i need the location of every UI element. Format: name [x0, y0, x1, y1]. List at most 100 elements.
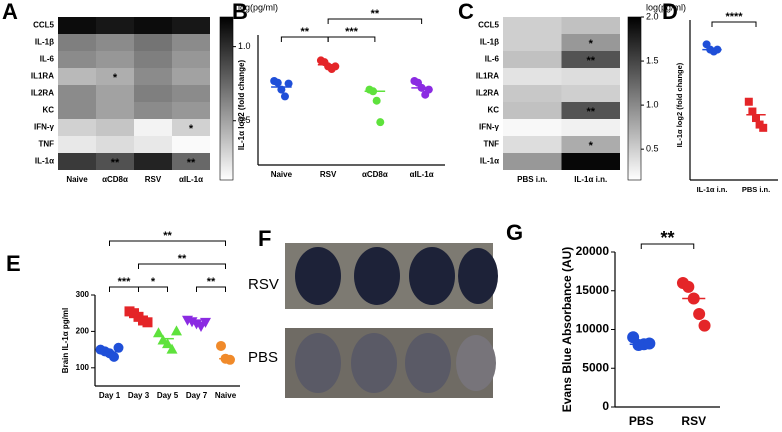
heat-cell — [134, 51, 172, 68]
panel-letter: A — [2, 0, 18, 24]
colorbar-tick-label: 1.0 — [238, 41, 251, 51]
row-label: IFN-γ — [479, 123, 500, 132]
heat-cell — [134, 153, 172, 170]
photo-label: RSV — [248, 276, 279, 293]
significance-bracket — [327, 36, 376, 42]
x-tick-label: Naive — [215, 391, 237, 400]
x-tick-label: IL-1α i.n. — [697, 185, 728, 194]
colorbar-tick-label: 2.0 — [646, 11, 659, 21]
data-point — [162, 338, 173, 349]
heat-cell — [561, 85, 620, 102]
rsv-brains — [295, 247, 498, 305]
heat-cell — [172, 153, 210, 170]
heat-cell — [58, 68, 96, 85]
colorbar-tick-label: 1.5 — [646, 55, 659, 65]
y-tick-label: 100 — [76, 363, 90, 372]
heat-cell — [96, 51, 134, 68]
heat-cell — [96, 34, 134, 51]
significance-label: ** — [207, 276, 216, 288]
significance-label: ** — [660, 228, 674, 248]
data-point — [273, 78, 282, 87]
x-tick-label: Day 1 — [99, 391, 121, 400]
data-point — [225, 354, 235, 365]
heat-cell — [561, 34, 620, 51]
heat-cell — [561, 119, 620, 136]
heat-cell — [134, 85, 172, 102]
heat-cell — [58, 153, 96, 170]
x-tick-label: αIL-1α — [410, 170, 434, 179]
heat-cell — [134, 34, 172, 51]
heat-cell — [172, 85, 210, 102]
significance-label: ** — [300, 26, 309, 38]
data-point — [142, 317, 153, 328]
heat-cell — [503, 34, 562, 51]
data-point — [109, 351, 119, 362]
row-label: TNF — [38, 140, 54, 149]
heat-cell — [503, 136, 562, 153]
heat-cell — [96, 85, 134, 102]
column-label: αIL-1α — [179, 175, 203, 184]
y-axis-label: IL-1α log2 (fold change) — [675, 62, 684, 147]
y-axis-label: Brain IL-1α pg/ml — [61, 308, 70, 373]
significance-label: ** — [178, 253, 187, 265]
data-point — [372, 96, 381, 105]
panel-letter: G — [506, 220, 523, 245]
heat-cell — [96, 153, 134, 170]
heat-cell — [96, 68, 134, 85]
data-point — [759, 123, 768, 132]
heat-cell — [561, 51, 620, 68]
significance-bracket — [640, 243, 695, 249]
data-point — [698, 319, 711, 332]
heat-cell — [172, 34, 210, 51]
heat-cell — [96, 119, 134, 136]
photo-label: PBS — [248, 349, 278, 366]
row-label: IL-1β — [35, 38, 54, 47]
heat-cell — [172, 102, 210, 119]
heat-cell — [58, 51, 96, 68]
data-point — [424, 85, 433, 94]
colorbar — [219, 16, 234, 181]
column-label: PBS i.n. — [517, 175, 547, 184]
significance: * — [589, 140, 594, 152]
data-point — [682, 280, 695, 293]
photo-panel: F RSV PBS — [248, 226, 498, 398]
data-point — [752, 114, 760, 123]
data-point — [331, 62, 340, 71]
heat-cell — [96, 102, 134, 119]
colorbar-tick-label: 0.5 — [646, 144, 659, 154]
column-label: Naive — [66, 175, 88, 184]
column-label: αCD8α — [102, 175, 128, 184]
significance-bracket — [327, 18, 423, 24]
heat-cell — [561, 68, 620, 85]
heat-cell — [58, 136, 96, 153]
heat-cell — [96, 136, 134, 153]
y-axis-label: IL-1α log2 (fold change) — [237, 60, 246, 151]
significance-label: *** — [345, 26, 359, 38]
row-label: CCL5 — [478, 21, 499, 30]
panel-letter: F — [258, 226, 271, 251]
row-label: IL-1β — [480, 38, 499, 47]
panel-letter: C — [458, 0, 474, 24]
row-label: TNF — [483, 140, 499, 149]
heat-cell — [134, 68, 172, 85]
heat-cell — [561, 102, 620, 119]
y-tick-label: 10000 — [576, 322, 610, 336]
row-label: KC — [42, 106, 54, 115]
row-label: IL-1α — [480, 157, 499, 166]
heat-cell — [503, 68, 562, 85]
heat-cell — [172, 51, 210, 68]
heat-cell — [172, 136, 210, 153]
significance-bracket — [196, 286, 226, 292]
data-point — [643, 337, 656, 350]
significance: * — [589, 38, 594, 50]
colorbar-tick-label: 0.5 — [238, 115, 251, 125]
x-tick-label: αCD8α — [362, 170, 388, 179]
y-tick-label: 15000 — [576, 283, 610, 297]
data-point — [113, 342, 124, 353]
significance: ** — [111, 157, 120, 169]
colorbar-label: log(pg/ml) — [238, 2, 278, 12]
heat-cell — [58, 119, 96, 136]
significance-label: ** — [371, 8, 380, 20]
panel-letter: E — [6, 251, 21, 276]
